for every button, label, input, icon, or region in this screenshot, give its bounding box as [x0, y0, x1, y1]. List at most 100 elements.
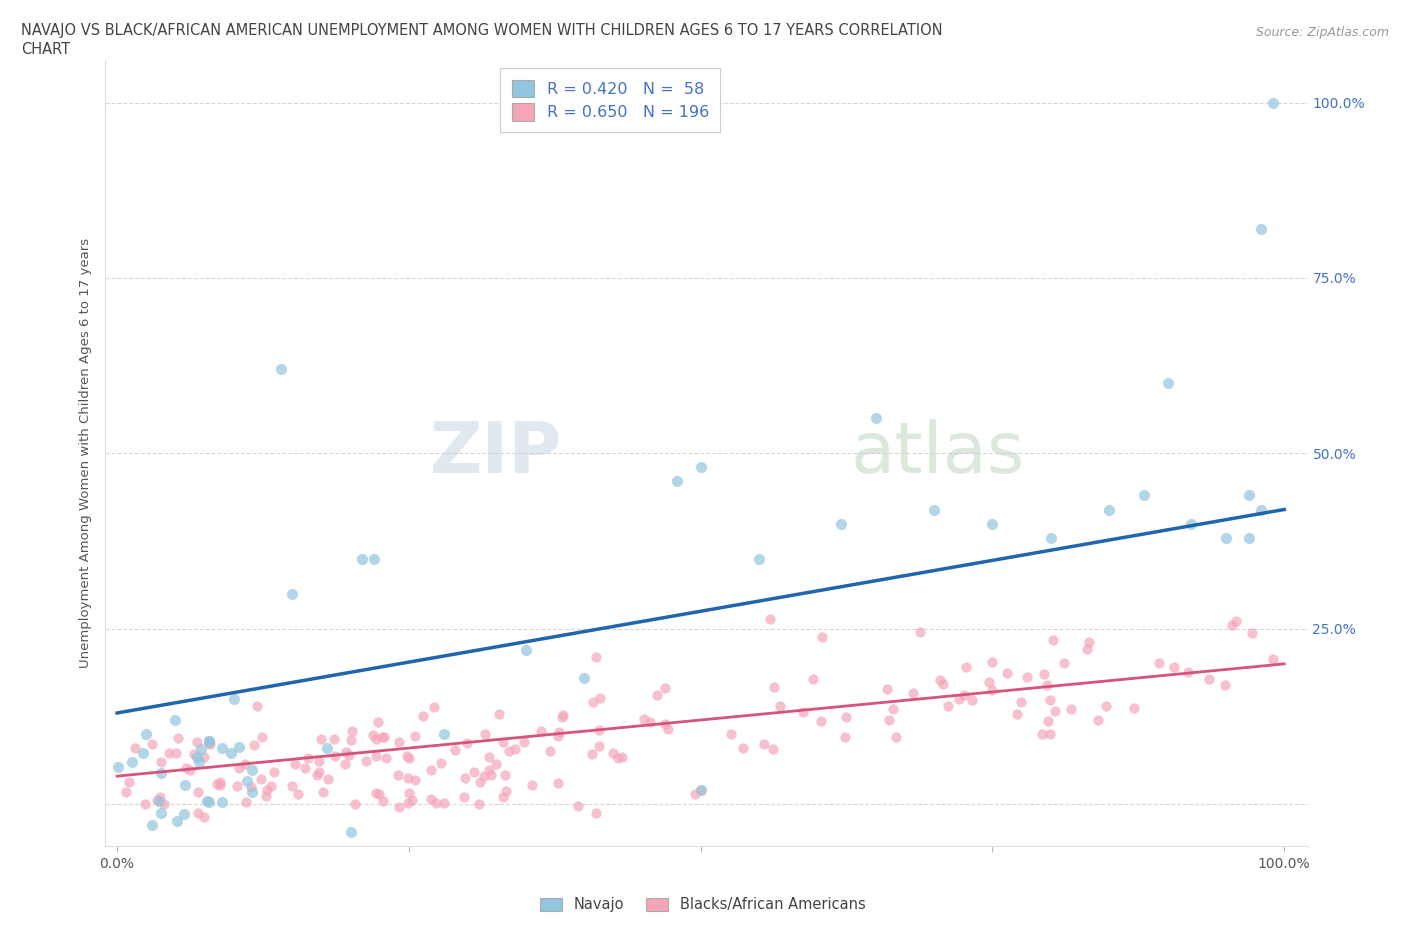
Point	[183, 747, 205, 762]
Point	[811, 630, 834, 644]
Point	[731, 740, 754, 755]
Point	[468, 775, 491, 790]
Point	[492, 735, 515, 750]
Point	[256, 783, 278, 798]
Point	[865, 411, 887, 426]
Point	[388, 800, 411, 815]
Point	[551, 708, 574, 723]
Point	[474, 727, 496, 742]
Point	[243, 737, 266, 752]
Point	[689, 460, 711, 475]
Point	[567, 799, 589, 814]
Point	[479, 768, 502, 783]
Point	[748, 551, 770, 566]
Point	[689, 783, 711, 798]
Point	[645, 687, 668, 702]
Point	[153, 797, 176, 812]
Point	[398, 786, 420, 801]
Point	[297, 751, 319, 766]
Point	[522, 777, 544, 792]
Point	[187, 754, 209, 769]
Point	[270, 362, 292, 377]
Point	[979, 675, 1001, 690]
Point	[908, 624, 931, 639]
Point	[503, 741, 526, 756]
Point	[515, 643, 537, 658]
Point	[166, 813, 188, 828]
Point	[211, 740, 233, 755]
Point	[186, 750, 208, 764]
Point	[422, 699, 444, 714]
Point	[1237, 530, 1260, 545]
Point	[769, 698, 792, 713]
Point	[308, 754, 330, 769]
Point	[478, 763, 501, 777]
Point	[936, 698, 959, 713]
Point	[228, 760, 250, 775]
Point	[235, 794, 257, 809]
Point	[179, 763, 201, 777]
Point	[1147, 656, 1170, 671]
Point	[367, 715, 389, 730]
Point	[198, 734, 221, 749]
Point	[387, 767, 409, 782]
Point	[1240, 625, 1263, 640]
Point	[1156, 376, 1178, 391]
Point	[146, 792, 169, 807]
Point	[1036, 678, 1059, 693]
Point	[366, 748, 388, 763]
Point	[485, 757, 508, 772]
Point	[454, 771, 477, 786]
Point	[107, 760, 129, 775]
Point	[118, 775, 141, 790]
Point	[308, 764, 330, 779]
Point	[333, 756, 356, 771]
Point	[683, 787, 706, 802]
Point	[198, 737, 221, 751]
Point	[1077, 635, 1099, 650]
Point	[762, 679, 785, 694]
Point	[226, 778, 249, 793]
Point	[187, 785, 209, 800]
Point	[420, 791, 443, 806]
Point	[174, 761, 197, 776]
Point	[294, 761, 316, 776]
Point	[980, 683, 1002, 698]
Point	[370, 730, 392, 745]
Point	[876, 682, 898, 697]
Point	[929, 672, 952, 687]
Point	[340, 724, 363, 738]
Point	[488, 707, 510, 722]
Point	[835, 710, 858, 724]
Point	[453, 790, 475, 804]
Point	[121, 755, 143, 770]
Point	[132, 746, 155, 761]
Point	[254, 789, 277, 804]
Point	[882, 701, 904, 716]
Point	[1007, 707, 1029, 722]
Point	[165, 746, 187, 761]
Point	[1036, 713, 1059, 728]
Point	[585, 805, 607, 820]
Point	[1060, 702, 1083, 717]
Point	[141, 817, 163, 832]
Point	[371, 793, 394, 808]
Y-axis label: Unemployment Among Women with Children Ages 6 to 17 years: Unemployment Among Women with Children A…	[79, 238, 93, 669]
Point	[323, 732, 346, 747]
Point	[1098, 502, 1121, 517]
Point	[187, 805, 209, 820]
Point	[1220, 618, 1243, 632]
Point	[1123, 700, 1146, 715]
Point	[361, 727, 384, 742]
Point	[720, 727, 742, 742]
Point	[1039, 530, 1062, 545]
Point	[1237, 488, 1260, 503]
Point	[530, 724, 553, 738]
Point	[1215, 678, 1237, 693]
Point	[340, 733, 363, 748]
Point	[404, 728, 426, 743]
Point	[588, 738, 610, 753]
Point	[186, 734, 208, 749]
Point	[1163, 660, 1185, 675]
Point	[810, 713, 832, 728]
